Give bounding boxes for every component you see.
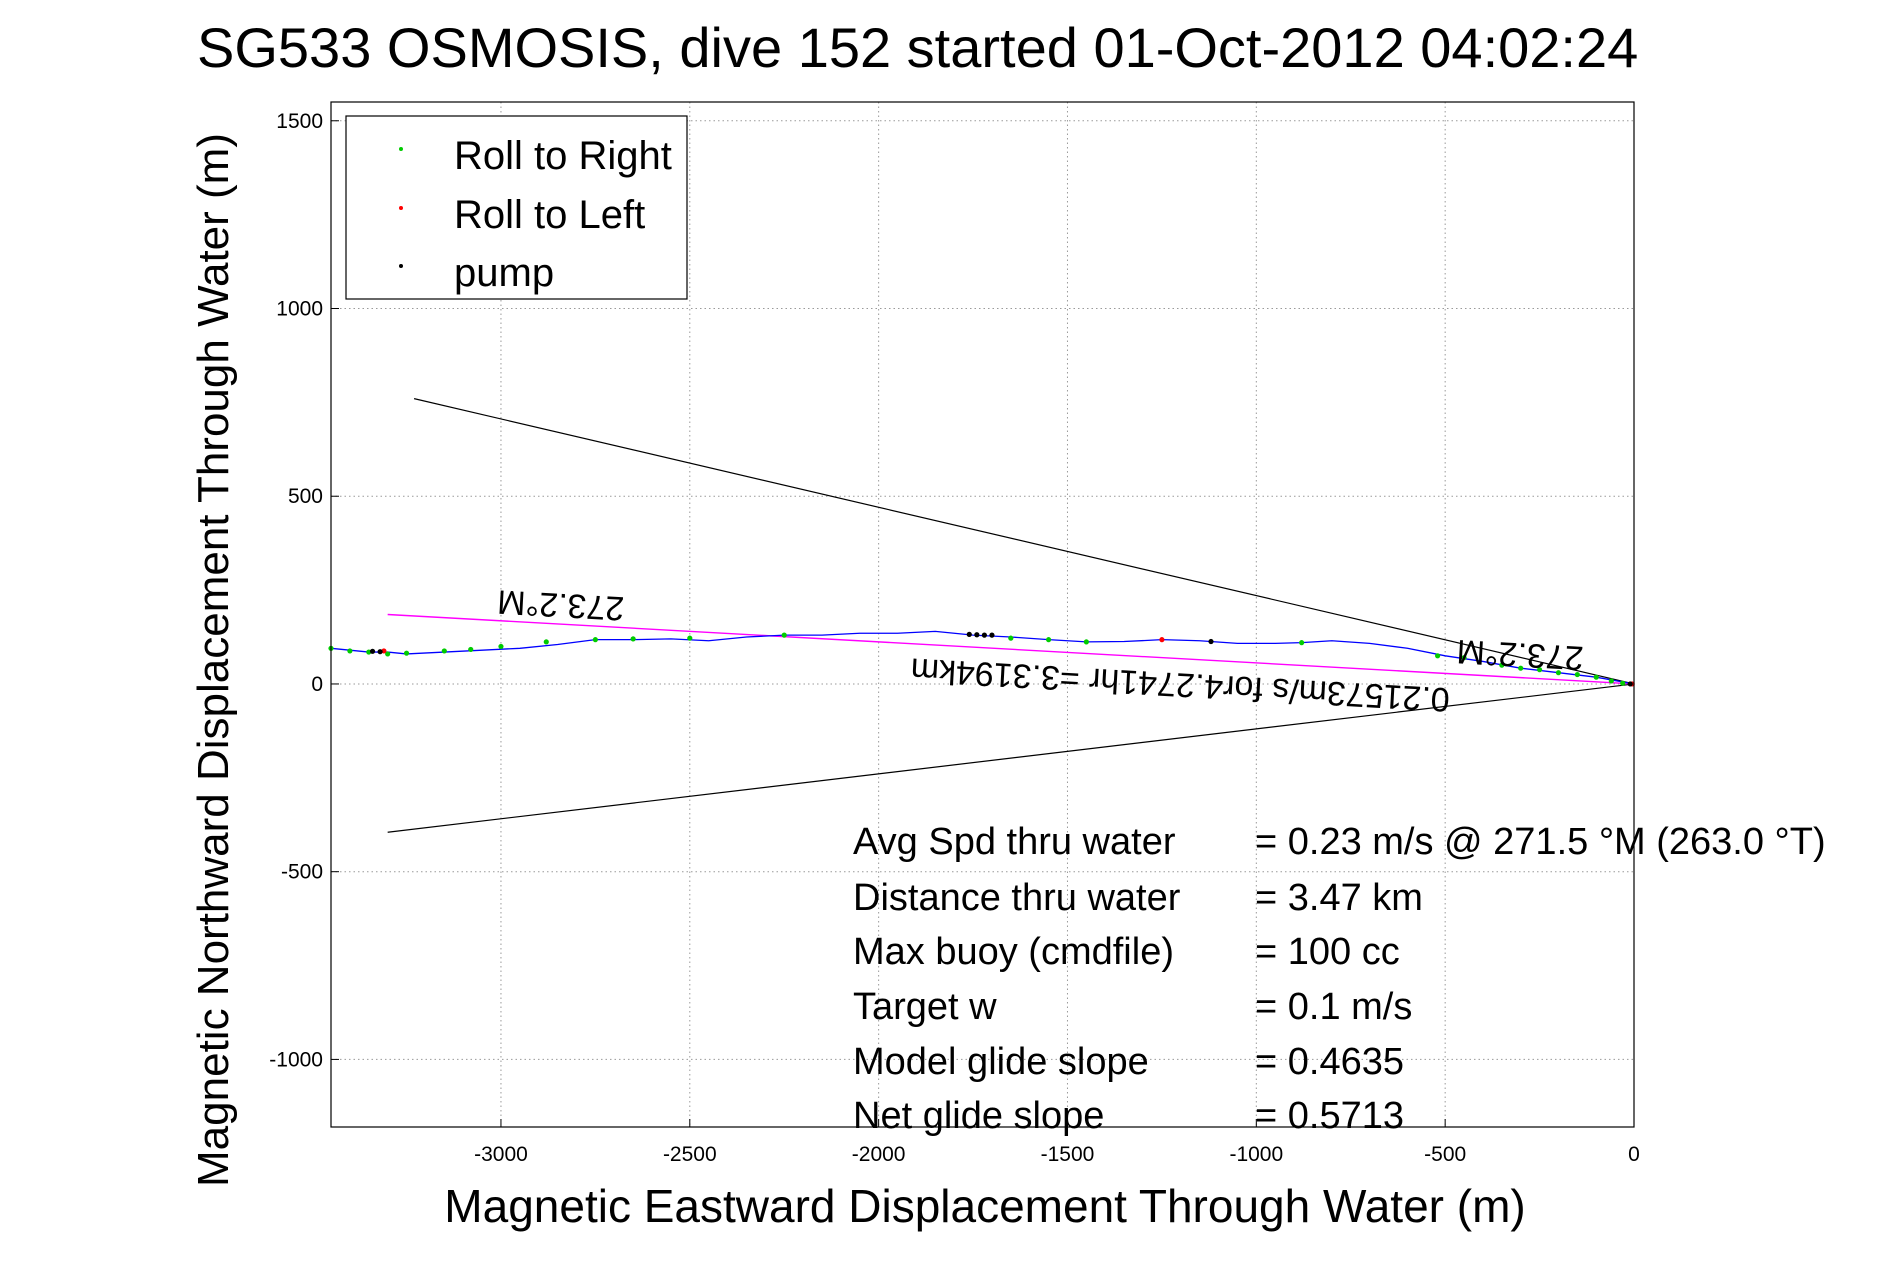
roll-right-point: [347, 648, 353, 654]
roll-right-point: [1045, 637, 1052, 643]
marker-group: [328, 631, 1635, 687]
x-tick-label: -2500: [663, 1143, 717, 1166]
roll-right-point: [1008, 635, 1014, 641]
roll-right-point: [687, 635, 693, 641]
stat-value-target-w: = 0.1 m/s: [1255, 986, 1412, 1028]
roll-right-point: [781, 632, 787, 638]
y-axis-label: Magnetic Northward Displacement Through …: [189, 133, 238, 1187]
x-tick-label: -500: [1424, 1143, 1466, 1166]
roll-left-point: [1159, 637, 1165, 643]
roll-right-point: [468, 646, 474, 653]
roll-right-point: [1083, 639, 1089, 645]
tick-labels: -3000 -2500 -2000 -1500 -1000 -500 0 -1000 -500 0…: [269, 110, 1640, 1166]
x-tick-label: -2000: [852, 1143, 906, 1166]
roll-right-point: [1461, 655, 1467, 661]
roll-right-point: [441, 648, 447, 654]
roll-right-point: [1593, 674, 1599, 680]
y-tick-label: -500: [281, 861, 323, 884]
pump-point: [974, 632, 980, 638]
roll-right-point: [1435, 653, 1441, 659]
x-tick-label: -1500: [1041, 1143, 1095, 1166]
heading-annotation: 0.21573m/s for4.2741hr =3.3194km: [910, 650, 1451, 718]
stat-label-max-buoy: Max buoy (cmdfile): [853, 931, 1174, 973]
roll-right-point: [403, 650, 410, 656]
roll-right-point: [1518, 665, 1524, 671]
pump-point: [377, 649, 383, 655]
stats-block: Avg Spd thru water = 0.23 m/s @ 271.5 °M…: [853, 821, 1826, 1137]
heading-annotation: 273.2°M: [1456, 632, 1585, 677]
roll-right-point: [385, 651, 391, 657]
roll-right-point: [1555, 670, 1562, 676]
roll-right-point: [1574, 671, 1580, 678]
y-tick-label: -1000: [269, 1048, 323, 1071]
pump-point: [966, 631, 972, 637]
reference-lines: [387, 398, 1635, 833]
legend-marker-pump: [399, 264, 403, 268]
legend-label-roll-right: Roll to Right: [454, 134, 672, 178]
pump-point: [1627, 681, 1633, 687]
stat-label-distance: Distance thru water: [853, 877, 1181, 919]
stat-label-model-glide: Model glide slope: [853, 1041, 1149, 1083]
cone-upper-line: [413, 398, 1635, 685]
y-tick-label: 0: [311, 673, 323, 696]
pump-point: [1208, 638, 1214, 645]
stat-label-net-glide: Net glide slope: [853, 1095, 1104, 1137]
legend-label-roll-left: Roll to Left: [454, 193, 645, 237]
stat-value-avg-speed: = 0.23 m/s @ 271.5 °M (263.0 °T): [1255, 821, 1826, 863]
track-group: [330, 630, 1635, 685]
stat-value-max-buoy: = 100 cc: [1255, 931, 1400, 973]
stat-label-avg-speed: Avg Spd thru water: [853, 821, 1176, 863]
cone-lower-line: [387, 683, 1635, 833]
roll-right-point: [1620, 680, 1626, 686]
stat-value-distance: = 3.47 km: [1255, 877, 1423, 919]
legend-label-pump: pump: [454, 251, 554, 295]
heading-line: [387, 613, 1635, 685]
x-axis-label: Magnetic Eastward Displacement Through W…: [444, 1180, 1525, 1232]
roll-right-point: [630, 636, 636, 642]
stat-value-net-glide: = 0.5713: [1255, 1095, 1404, 1137]
y-tick-label: 1000: [276, 298, 323, 321]
pump-point: [369, 648, 376, 654]
heading-annotation: 273.2°M: [496, 582, 625, 627]
pump-point: [981, 632, 987, 638]
roll-right-point: [498, 643, 504, 650]
roll-right-point: [1608, 678, 1614, 684]
roll-right-point: [592, 637, 598, 643]
stat-value-model-glide: = 0.4635: [1255, 1041, 1404, 1083]
roll-right-point: [1499, 662, 1505, 668]
legend: Roll to Right Roll to Left pump: [345, 115, 688, 300]
y-tick-label: 500: [288, 485, 323, 508]
roll-right-point: [543, 639, 549, 645]
x-tick-label: -3000: [474, 1143, 528, 1166]
y-tick-label: 1500: [276, 110, 323, 133]
x-tick-label: -1000: [1229, 1143, 1283, 1166]
x-tick-label: 0: [1628, 1143, 1640, 1166]
legend-marker-roll-left: [399, 206, 403, 210]
plot-frame: [330, 101, 1635, 1128]
track-line: [330, 630, 1635, 685]
chart-title: SG533 OSMOSIS, dive 152 started 01-Oct-2…: [197, 16, 1638, 79]
roll-right-point: [1536, 667, 1543, 673]
pump-point: [989, 632, 995, 638]
legend-marker-roll-right: [399, 147, 403, 151]
roll-right-point: [1299, 640, 1305, 646]
stat-label-target-w: Target w: [853, 986, 997, 1028]
